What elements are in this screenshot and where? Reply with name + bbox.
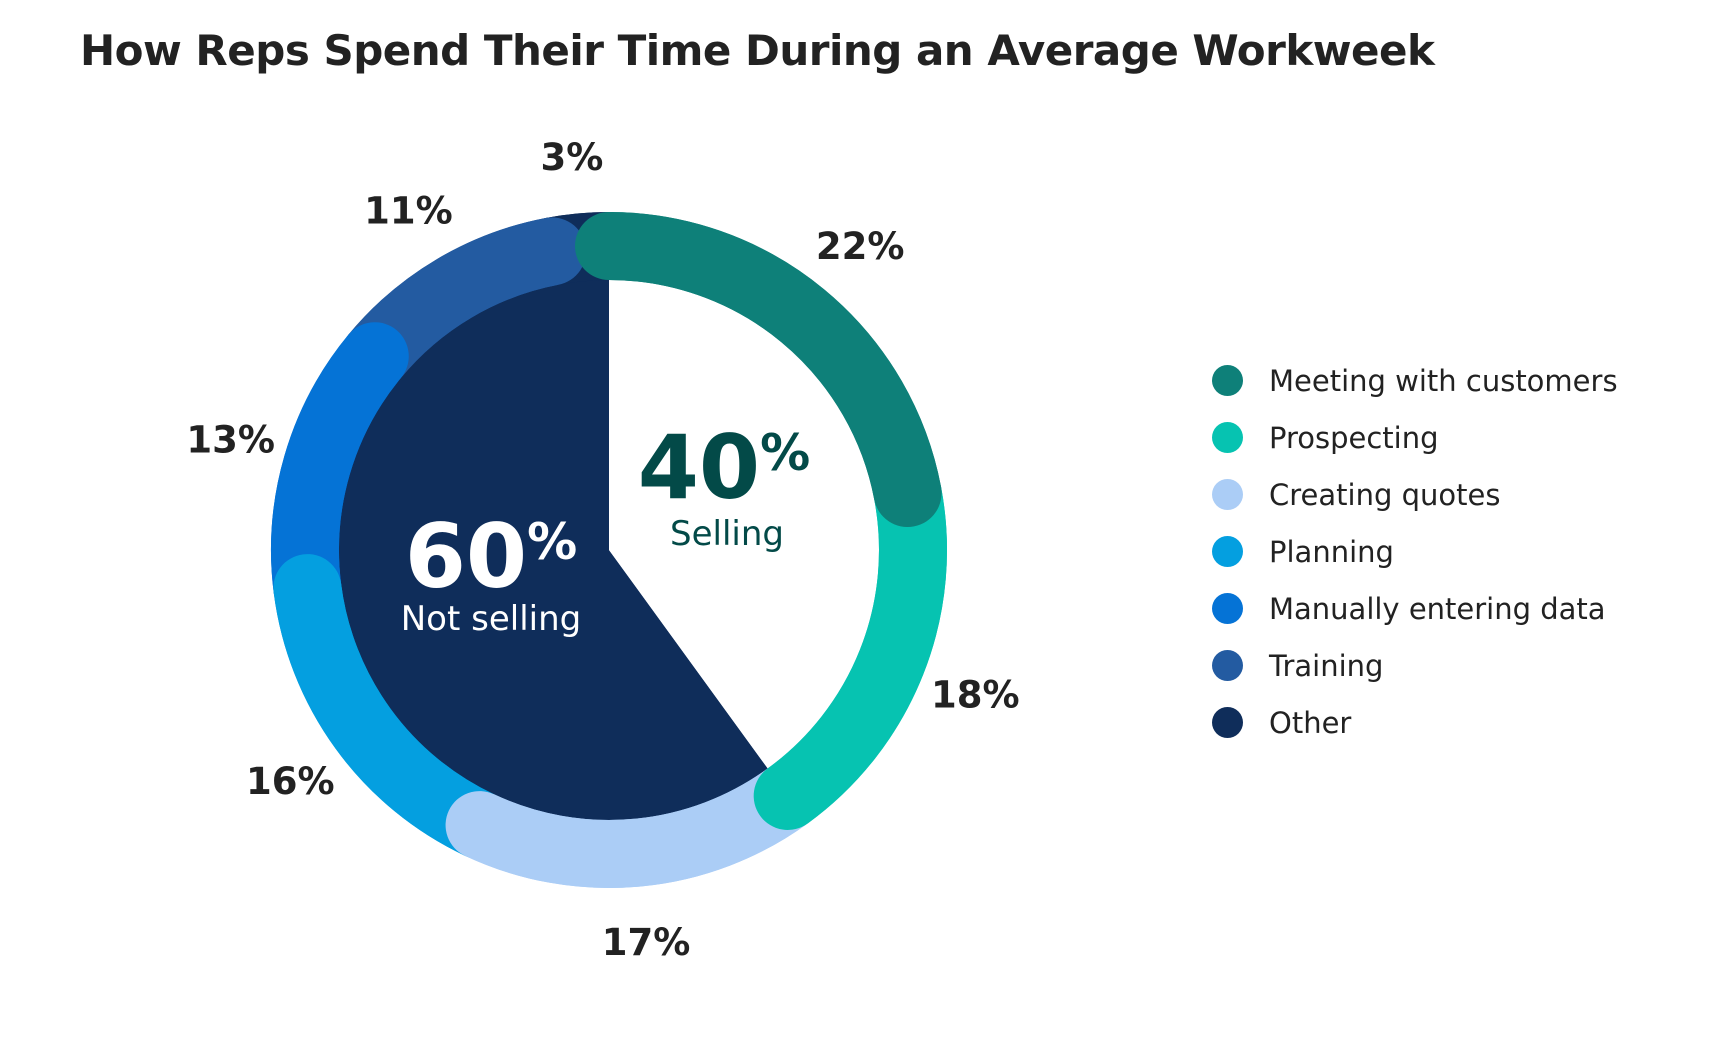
percent-label-planning: 16% [246, 760, 335, 803]
legend-label: Training [1269, 648, 1384, 683]
legend-swatch [1212, 479, 1243, 510]
legend-item-planning: Planning [1212, 523, 1618, 580]
legend-label: Manually entering data [1269, 591, 1606, 626]
percent-label-manually-entering-data: 13% [186, 419, 275, 462]
selling-wedge [609, 278, 881, 771]
legend-item-other: Other [1212, 694, 1618, 751]
legend-label: Other [1269, 705, 1352, 740]
selling-percent: 40% [638, 416, 811, 519]
inner-pie [336, 278, 881, 822]
selling-value: 40 [638, 416, 760, 519]
legend-swatch [1212, 650, 1243, 681]
ring-segment-cap-prospecting [753, 459, 947, 830]
legend-label: Planning [1269, 534, 1394, 569]
selling-unit: % [760, 424, 810, 482]
chart-title: How Reps Spend Their Time During an Aver… [80, 26, 1435, 75]
center-labels: 40% Selling 60% Not selling [401, 416, 811, 639]
legend-label: Meeting with customers [1269, 363, 1618, 398]
legend-item-training: Training [1212, 637, 1618, 694]
ring-segment-cap-meeting-with-customers [575, 212, 942, 528]
legend-swatch [1212, 593, 1243, 624]
percent-label-other: 3% [541, 136, 604, 179]
not-selling-unit: % [527, 513, 577, 571]
legend-label: Creating quotes [1269, 477, 1501, 512]
percent-labels: 22% 18% 17% 16% 13% 11% 3% [186, 136, 1019, 964]
legend-swatch [1212, 707, 1243, 738]
legend-item-manually-entering-data: Manually entering data [1212, 580, 1618, 637]
legend-swatch [1212, 422, 1243, 453]
ring-segment-cap-planning [273, 554, 514, 860]
legend-label: Prospecting [1269, 420, 1439, 455]
not-selling-percent: 60% [405, 505, 578, 608]
legend-swatch [1212, 365, 1243, 396]
ring-segment-cap-creating-quotes [445, 761, 822, 888]
legend-swatch [1212, 536, 1243, 567]
percent-label-training: 11% [364, 189, 453, 232]
legend-item-creating-quotes: Creating quotes [1212, 466, 1618, 523]
percent-label-creating-quotes: 17% [602, 921, 691, 964]
selling-label: Selling [670, 514, 784, 554]
legend-item-prospecting: Prospecting [1212, 409, 1618, 466]
percent-label-prospecting: 18% [931, 674, 1020, 717]
not-selling-label: Not selling [401, 599, 581, 639]
percent-label-meeting-with-customers: 22% [816, 225, 905, 268]
not-selling-value: 60 [405, 505, 527, 608]
legend-item-meeting-with-customers: Meeting with customers [1212, 352, 1618, 409]
outer-ring [271, 212, 947, 888]
legend: Meeting with customers Prospecting Creatin… [1212, 352, 1618, 751]
not-selling-wedge [336, 278, 769, 822]
donut-chart: 22% 18% 17% 16% 13% 11% 3% 40% Selling 60% Not… [186, 136, 1019, 964]
